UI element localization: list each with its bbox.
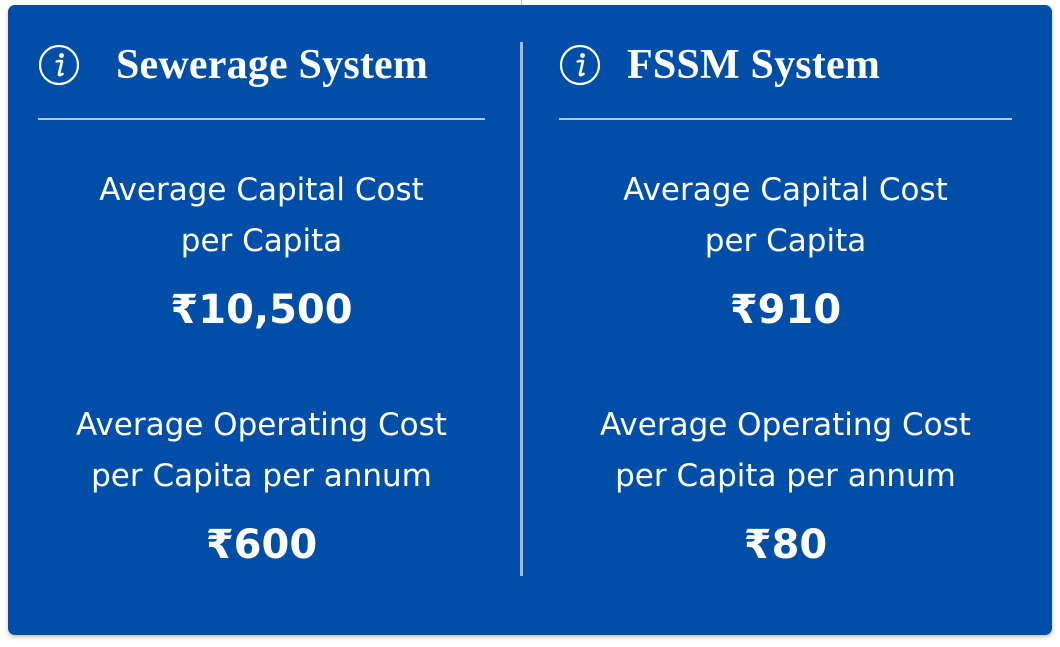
operating-cost-block: Average Operating Cost per Capita per an… xyxy=(559,400,1012,570)
fssm-panel: FSSM System Average Capital Cost per Cap… xyxy=(559,5,1012,635)
capital-cost-block: Average Capital Cost per Capita ₹10,500 xyxy=(38,165,485,335)
panel-title: Sewerage System xyxy=(116,42,429,88)
cost-comparison-card: Sewerage System Average Capital Cost per… xyxy=(8,5,1052,635)
operating-cost-label-line2: per Capita per annum xyxy=(615,458,956,494)
operating-cost-block: Average Operating Cost per Capita per an… xyxy=(38,400,485,570)
sewerage-panel: Sewerage System Average Capital Cost per… xyxy=(38,5,485,635)
panel-header: Sewerage System xyxy=(38,37,485,93)
capital-cost-block: Average Capital Cost per Capita ₹910 xyxy=(559,165,1012,335)
operating-cost-label-line1: Average Operating Cost xyxy=(600,407,971,443)
operating-cost-value: ₹600 xyxy=(205,522,318,568)
capital-cost-value: ₹10,500 xyxy=(170,287,353,333)
capital-cost-value: ₹910 xyxy=(729,287,842,333)
operating-cost-label-line1: Average Operating Cost xyxy=(76,407,447,443)
header-rule xyxy=(559,118,1012,120)
column-divider xyxy=(520,42,523,576)
operating-cost-label-line2: per Capita per annum xyxy=(91,458,432,494)
operating-cost-value: ₹80 xyxy=(743,522,828,568)
capital-cost-label-line2: per Capita xyxy=(180,223,343,259)
capital-cost-label-line2: per Capita xyxy=(704,223,867,259)
capital-cost-label-line1: Average Capital Cost xyxy=(623,172,948,208)
header-rule xyxy=(38,118,485,120)
info-icon[interactable] xyxy=(559,44,601,86)
capital-cost-label-line1: Average Capital Cost xyxy=(99,172,424,208)
info-icon[interactable] xyxy=(38,44,80,86)
panel-header: FSSM System xyxy=(559,37,1012,93)
top-connector-line xyxy=(521,0,522,6)
panel-title: FSSM System xyxy=(627,42,881,88)
